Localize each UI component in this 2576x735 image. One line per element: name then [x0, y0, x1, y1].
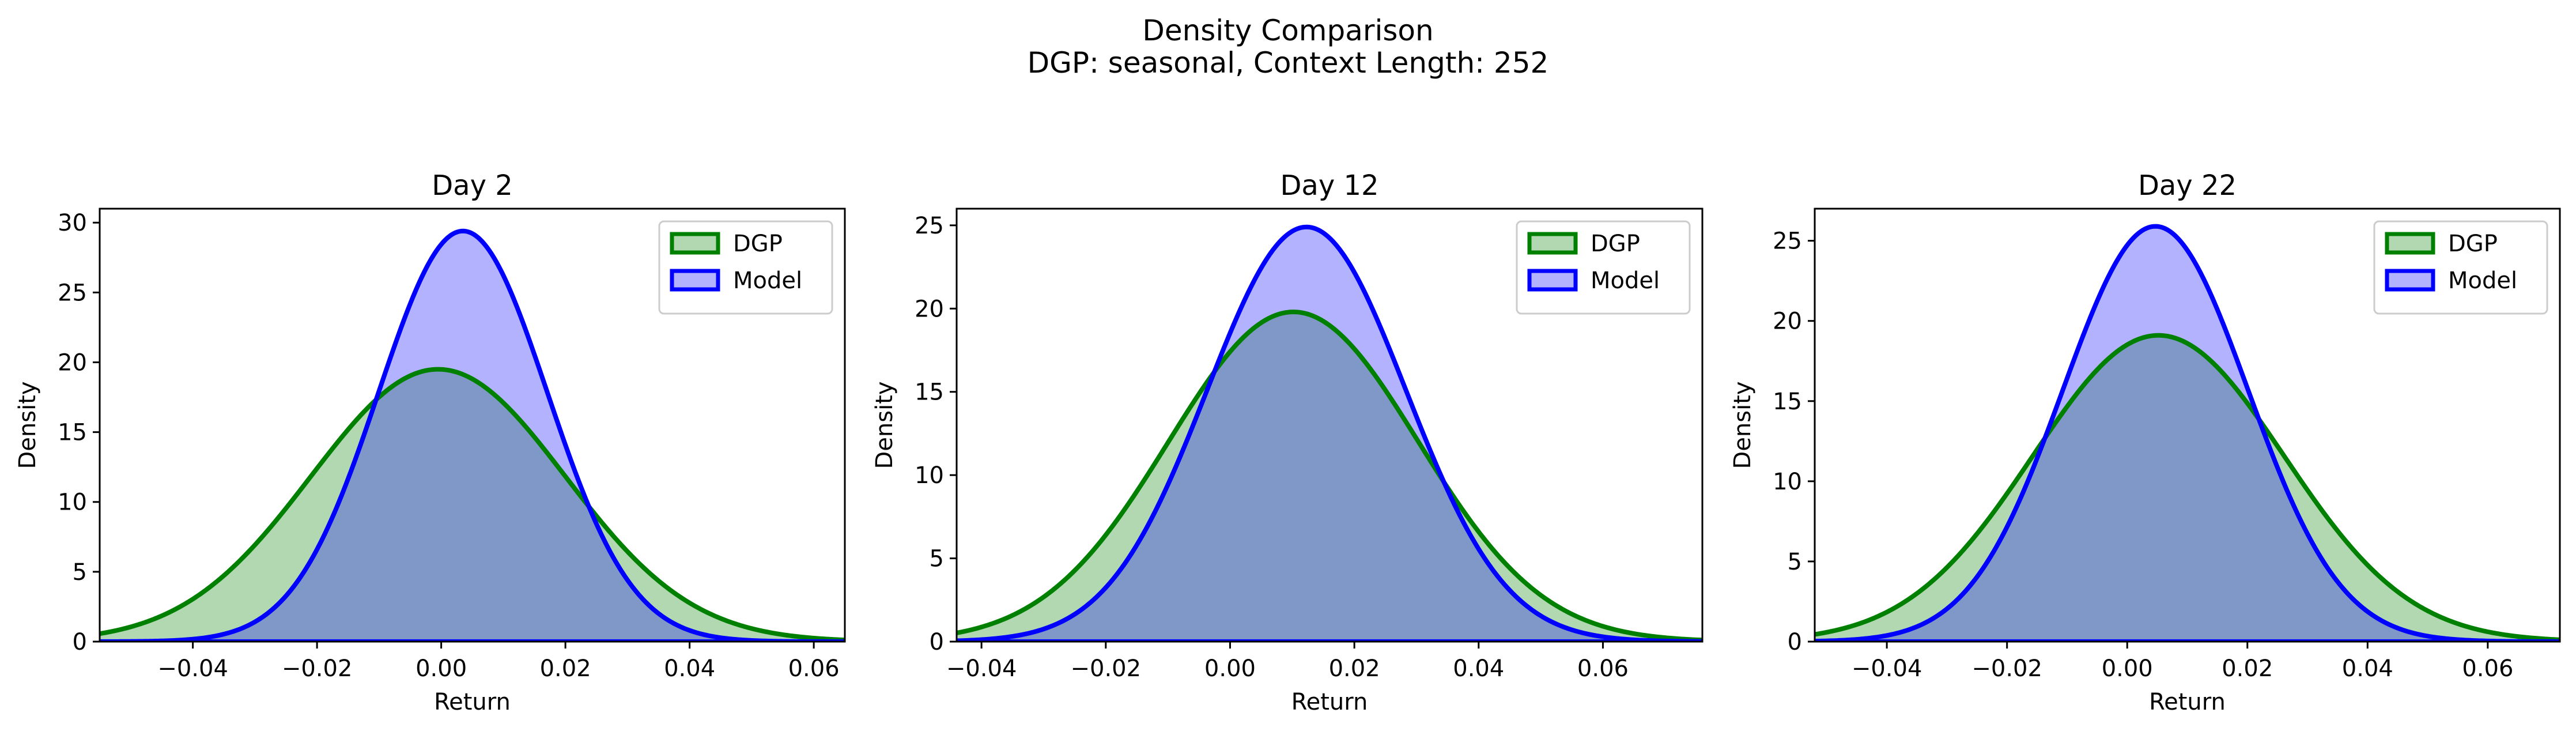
- overlap-fill: [957, 312, 1702, 642]
- subplot-3: −0.04 −0.02 0.00 0.02 0.04 0.06 0 5 10 15 20 25 Day …: [1729, 169, 2561, 715]
- y-tick-label: 20: [1773, 308, 1802, 335]
- y-tick-label: 0: [73, 629, 87, 655]
- legend-label-dgp: DGP: [1591, 231, 1640, 257]
- legend-swatch-model: [2385, 269, 2435, 292]
- x-axis-label: Return: [1291, 689, 1368, 715]
- figure-title: Density Comparison: [1142, 14, 1434, 47]
- subplot-title: Day 12: [1280, 169, 1378, 202]
- subplot-2: −0.04 −0.02 0.00 0.02 0.04 0.06 0 5 10 15 20 25 Day …: [871, 169, 1704, 715]
- y-tick-label: 5: [1788, 549, 1802, 575]
- x-tick-label: 0.06: [1577, 655, 1629, 682]
- y-tick-label: 25: [58, 280, 87, 306]
- legend-label-dgp: DGP: [2448, 231, 2498, 257]
- y-tick-label: 15: [915, 379, 944, 406]
- y-tick-label: 10: [58, 489, 87, 516]
- y-tick-label: 25: [915, 213, 944, 239]
- x-tick-label: −0.04: [946, 655, 1017, 682]
- x-tick-label: 0.02: [2222, 655, 2273, 682]
- x-tick-label: −0.04: [157, 655, 228, 682]
- x-tick-label: 0.00: [1204, 655, 1256, 682]
- legend-swatch-model: [1527, 269, 1578, 292]
- y-tick-label: 10: [1773, 469, 1802, 495]
- y-tick-label: 5: [930, 546, 944, 572]
- legend-swatch-model: [670, 269, 720, 292]
- legend-label-model: Model: [2448, 267, 2517, 294]
- series-dgp-line: [100, 367, 845, 642]
- y-axis-label: Density: [14, 381, 41, 469]
- series-dgp-line: [1815, 333, 2560, 642]
- x-tick-label: 0.06: [2462, 655, 2513, 682]
- legend: DGP Model: [658, 220, 833, 315]
- x-tick-label: 0.04: [1453, 655, 1504, 682]
- y-tick-label: 20: [915, 296, 944, 322]
- axes-frame: [99, 208, 846, 643]
- series-model-line: [957, 224, 1702, 642]
- y-tick-label: 30: [58, 210, 87, 236]
- legend: DGP Model: [2373, 220, 2548, 315]
- figure-subtitle: DGP: seasonal, Context Length: 252: [1027, 46, 1549, 80]
- legend-swatch-dgp: [1527, 232, 1578, 255]
- series-model-line: [1815, 224, 2560, 642]
- y-tick-label: 20: [58, 349, 87, 376]
- y-tick-label: 15: [1773, 389, 1802, 415]
- x-tick-label: 0.04: [664, 655, 715, 682]
- series-dgp-line: [957, 310, 1702, 642]
- x-tick-label: 0.02: [540, 655, 591, 682]
- y-tick-label: 0: [930, 629, 944, 655]
- y-tick-label: 0: [1788, 629, 1802, 655]
- legend-swatch-dgp: [2385, 232, 2435, 255]
- x-tick-label: −0.02: [1971, 655, 2042, 682]
- subplot-1: −0.04 −0.02 0.00 0.02 0.04 0.06 0 5 10 15 20 25 30 Da…: [14, 169, 846, 715]
- x-tick-label: 0.06: [788, 655, 840, 682]
- legend: DGP Model: [1516, 220, 1691, 315]
- y-tick-label: 10: [915, 462, 944, 489]
- x-tick-label: 0.02: [1329, 655, 1380, 682]
- x-tick-label: 0.04: [2342, 655, 2393, 682]
- subplot-title: Day 22: [2138, 169, 2237, 202]
- x-tick-label: −0.02: [282, 655, 353, 682]
- x-axis-label: Return: [2149, 689, 2226, 715]
- series-model-line: [100, 228, 845, 642]
- x-axis-label: Return: [434, 689, 511, 715]
- y-axis-label: Density: [1729, 381, 1756, 469]
- axes-frame: [1814, 208, 2561, 643]
- legend-swatch-dgp: [670, 232, 720, 255]
- y-tick-label: 15: [58, 420, 87, 446]
- overlap-fill: [1815, 335, 2560, 642]
- x-tick-label: −0.04: [1852, 655, 1922, 682]
- overlap-fill: [100, 369, 845, 642]
- x-tick-label: 0.00: [2102, 655, 2153, 682]
- y-axis-label: Density: [871, 381, 898, 469]
- axes-frame: [955, 208, 1704, 643]
- legend-label-model: Model: [733, 267, 802, 294]
- subplot-title: Day 2: [432, 169, 513, 202]
- legend-label-model: Model: [1591, 267, 1660, 294]
- y-tick-label: 5: [73, 559, 87, 586]
- legend-label-dgp: DGP: [733, 231, 783, 257]
- y-tick-label: 25: [1773, 228, 1802, 255]
- x-tick-label: −0.02: [1071, 655, 1142, 682]
- x-tick-label: 0.00: [416, 655, 467, 682]
